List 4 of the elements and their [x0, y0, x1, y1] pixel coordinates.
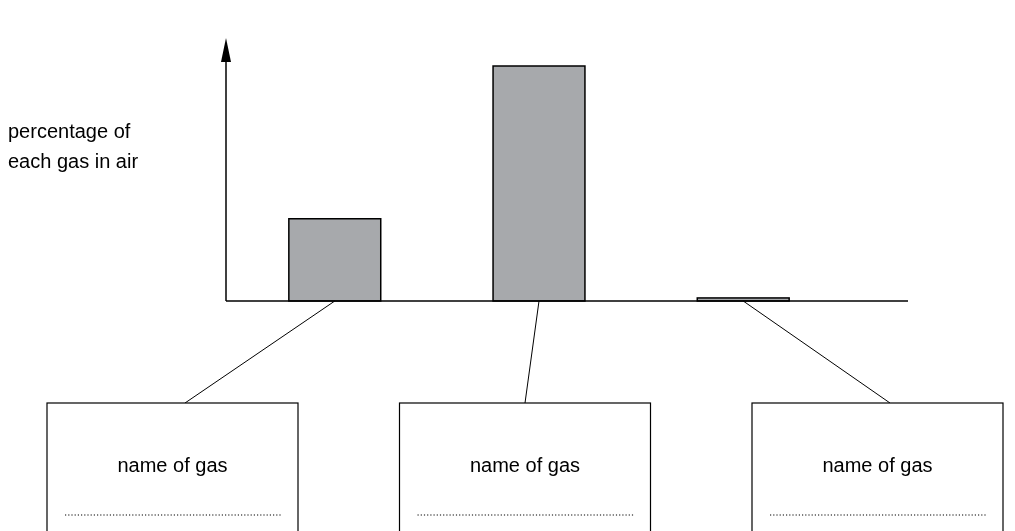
text: name of gas [117, 454, 228, 476]
y-axis-title: percentage of each gas in air [8, 120, 139, 172]
text: name of gas [822, 454, 933, 476]
text: name of gas [469, 454, 581, 476]
